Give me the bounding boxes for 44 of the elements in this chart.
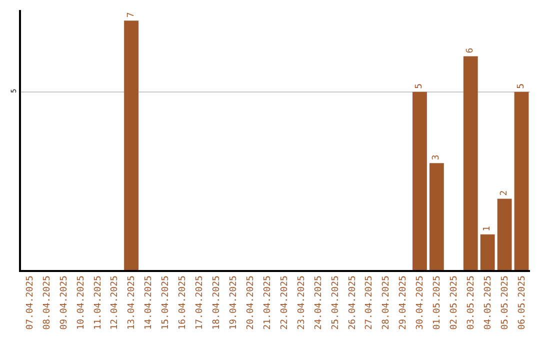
x-tick-label: 26.04.2025: [348, 276, 358, 330]
x-tick-label: 02.05.2025: [450, 276, 460, 330]
x-tick-label: 17.04.2025: [195, 276, 206, 330]
x-tick-label: 16.04.2025: [178, 276, 188, 330]
data-label: 1: [482, 226, 493, 232]
x-tick-label: 08.04.2025: [42, 276, 52, 330]
x-tick-label: 03.05.2025: [466, 276, 477, 330]
x-tick-label: 09.04.2025: [59, 276, 70, 330]
x-tick-label: 15.04.2025: [161, 276, 172, 330]
x-tick-label: 19.04.2025: [229, 276, 240, 330]
x-tick-label: 04.05.2025: [484, 276, 494, 330]
data-label: 6: [466, 48, 476, 54]
x-tick-label: 23.04.2025: [296, 276, 307, 330]
x-tick-label: 25.04.2025: [330, 276, 341, 330]
x-tick-label: 27.04.2025: [364, 276, 375, 330]
x-tick-label: 10.04.2025: [76, 276, 86, 330]
x-tick-label: 30.04.2025: [416, 276, 426, 330]
bar: [412, 92, 427, 270]
x-tick-label: 24.04.2025: [314, 276, 324, 330]
bar: [480, 234, 495, 270]
data-label: 3: [432, 154, 442, 160]
data-label: 7: [126, 12, 136, 18]
x-tick-label: 20.04.2025: [246, 276, 256, 330]
x-tick-label: 05.05.2025: [500, 276, 510, 330]
data-label: 5: [414, 84, 425, 89]
bar: [497, 198, 512, 270]
x-tick-label: 29.04.2025: [398, 276, 409, 330]
bar: [514, 92, 529, 270]
data-label: 2: [500, 190, 510, 196]
x-tick-label: 06.05.2025: [517, 276, 528, 330]
bar: [463, 56, 478, 270]
x-tick-label: 28.04.2025: [382, 276, 392, 330]
x-tick-label: 14.04.2025: [144, 276, 154, 330]
x-tick-label: 13.04.2025: [127, 276, 138, 330]
x-tick-label: 21.04.2025: [262, 276, 273, 330]
bar: [124, 20, 138, 270]
bar: [429, 163, 444, 270]
x-tick-label: 01.05.2025: [432, 276, 443, 330]
x-tick-label: 22.04.2025: [280, 276, 290, 330]
data-label: 5: [516, 84, 527, 89]
x-tick-label: 18.04.2025: [212, 276, 222, 330]
x-tick-label: 12.04.2025: [110, 276, 120, 330]
x-tick-label: 07.04.2025: [25, 276, 36, 330]
x-tick-label: 11.04.2025: [93, 276, 104, 330]
